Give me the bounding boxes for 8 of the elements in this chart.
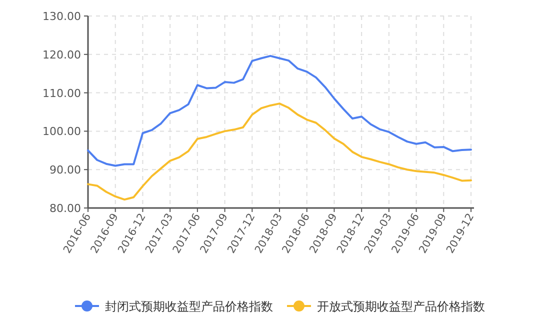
legend-label: 封闭式预期收益型产品价格指数 [105,300,273,314]
y-tick-label: 110.00 [42,86,81,100]
y-tick-label: 80.00 [50,202,81,215]
y-tick-label: 100.00 [42,125,81,138]
y-tick-label: 130.00 [42,10,81,23]
y-tick-label: 120.00 [42,48,81,62]
y-tick-label: 90.00 [50,164,81,177]
legend-label: 开放式预期收益型产品价格指数 [317,300,485,314]
